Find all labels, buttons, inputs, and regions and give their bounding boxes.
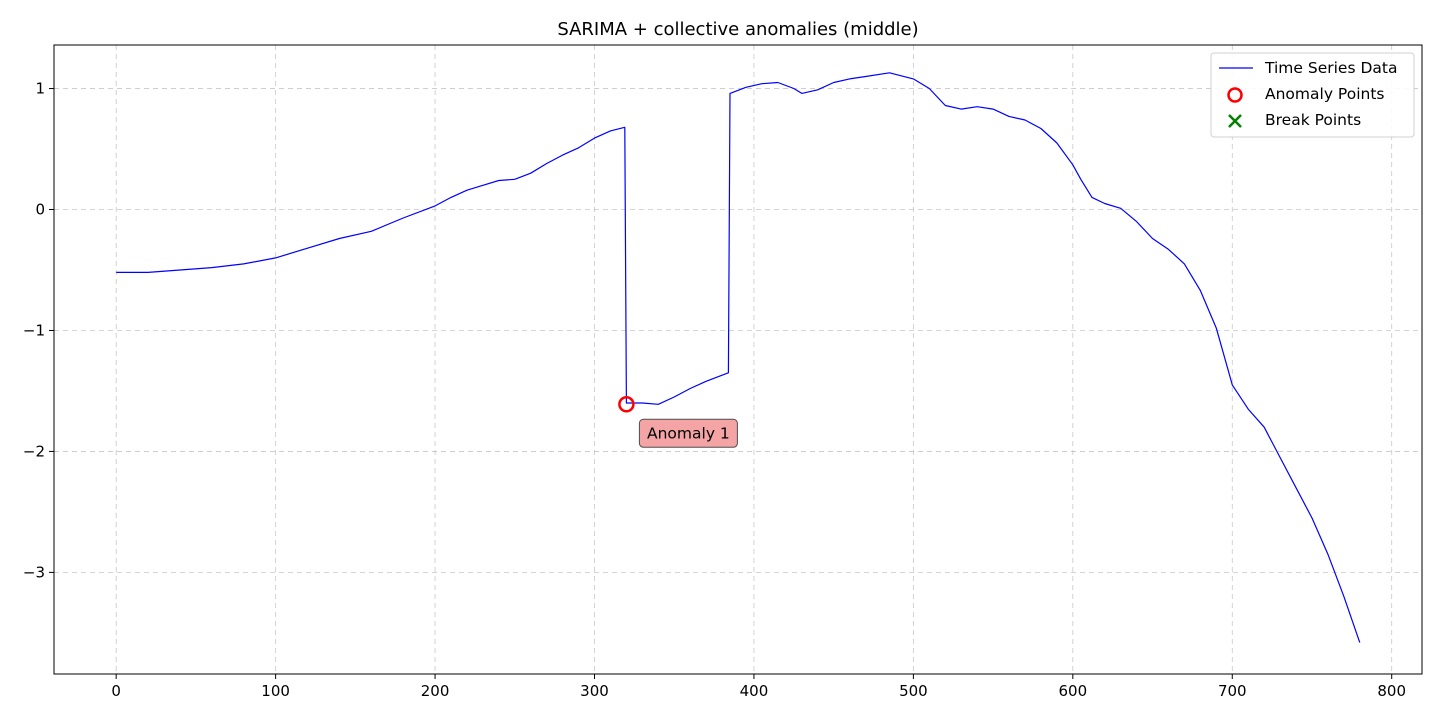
axis-ticks: 0 100 200 300 400 500 600 700 800 −3 −2 −1 0 1 [23, 80, 1406, 700]
x-tick-label: 200 [421, 682, 450, 700]
legend-circle-swatch [1227, 87, 1243, 103]
y-tick-label: 0 [35, 201, 45, 219]
legend-label: Anomaly Points [1265, 85, 1384, 103]
series-line-time-series-data [116, 72, 1361, 643]
legend-label: Time Series Data [1264, 59, 1397, 77]
x-tick-label: 0 [111, 682, 121, 700]
y-tick-label: −3 [23, 563, 45, 581]
annotations: Anomaly 1 [638, 418, 738, 448]
x-tick-label: 700 [1218, 682, 1247, 700]
legend-x-swatch [1228, 114, 1242, 128]
legend: Time Series Data Anomaly Points Break Poin… [1210, 52, 1415, 138]
plot-frame [53, 44, 1423, 675]
x-tick-label: 800 [1377, 682, 1406, 700]
grid [54, 45, 1422, 674]
x-tick-label: 400 [740, 682, 769, 700]
y-tick-label: −2 [23, 442, 45, 460]
x-tick-label: 600 [1059, 682, 1088, 700]
chart-title: SARIMA + collective anomalies (middle) [557, 19, 918, 40]
x-tick-label: 100 [261, 682, 290, 700]
y-tick-label: −1 [23, 321, 45, 339]
legend-label: Break Points [1265, 111, 1361, 129]
anomaly-label-box [638, 418, 738, 448]
x-tick-label: 500 [899, 682, 928, 700]
plot-area [116, 72, 1361, 643]
legend-box [1210, 52, 1415, 138]
anomaly-label: Anomaly 1 [647, 424, 730, 442]
anomaly-point [618, 396, 635, 413]
x-tick-label: 300 [580, 682, 609, 700]
y-tick-label: 1 [35, 80, 45, 98]
